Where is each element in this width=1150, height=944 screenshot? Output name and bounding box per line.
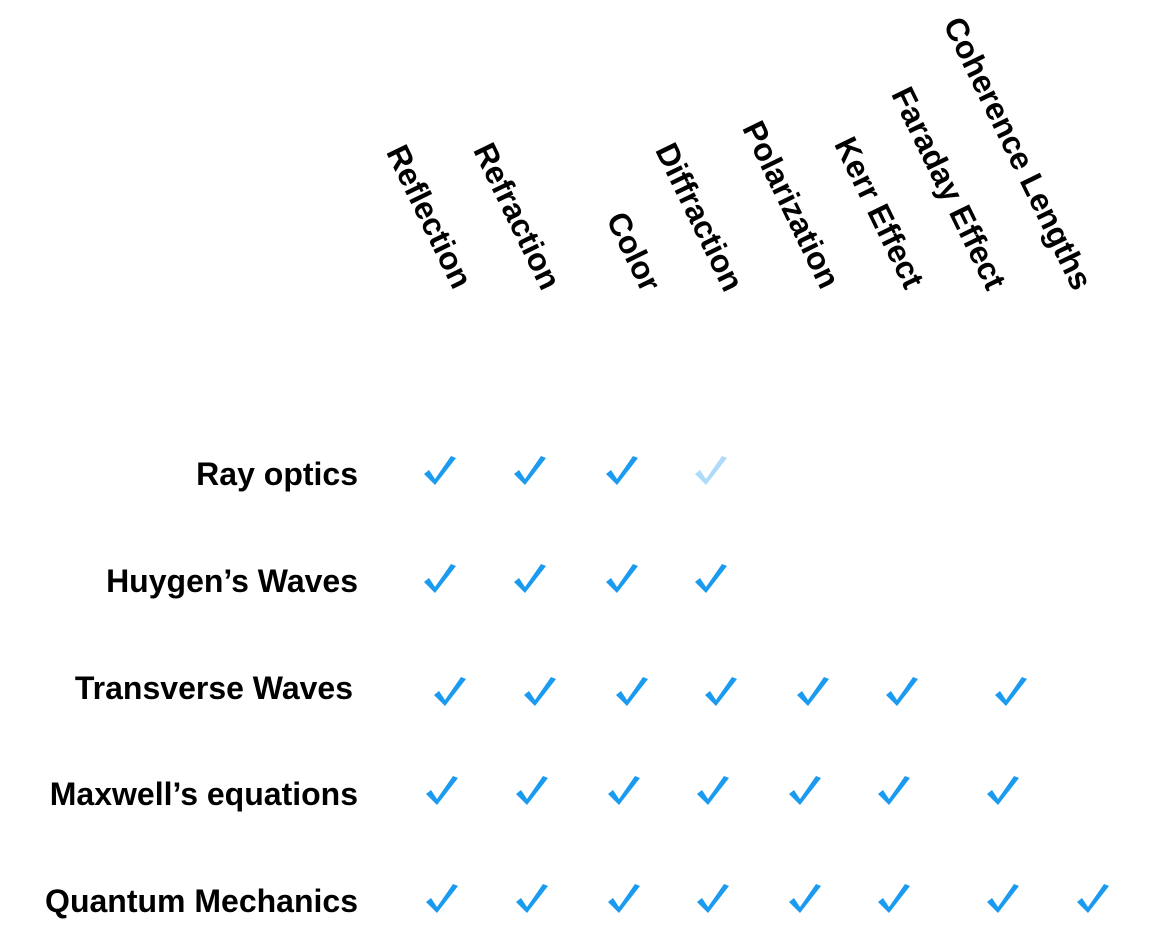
column-header-color: Color	[599, 206, 669, 297]
column-header-diffraction: Diffraction	[648, 137, 751, 297]
checkmark-icon	[520, 673, 560, 713]
checkmark-icon	[422, 772, 462, 812]
checkmark-icon	[701, 673, 741, 713]
checkmark-icon	[420, 560, 460, 600]
column-header-refraction: Refraction	[466, 137, 569, 296]
checkmark-icon	[512, 772, 552, 812]
row-label-huygens-waves: Huygen’s Waves	[106, 563, 358, 599]
checkmark-icon	[693, 880, 733, 920]
checkmark-icon	[612, 673, 652, 713]
checkmark-icon	[1073, 880, 1113, 920]
checkmark-icon	[510, 452, 550, 492]
checkmark-icon	[422, 880, 462, 920]
checkmark-icon	[512, 880, 552, 920]
checkmark-icon	[793, 673, 833, 713]
checkmark-icon	[691, 560, 731, 600]
checkmark-icon	[604, 772, 644, 812]
column-header-polarization: Polarization	[735, 115, 848, 294]
checkmark-icon	[420, 452, 460, 492]
row-label-quantum-mechanics: Quantum Mechanics	[45, 883, 358, 919]
column-header-reflection: Reflection	[379, 139, 480, 294]
checkmark-icon	[602, 452, 642, 492]
checkmark-icon	[983, 772, 1023, 812]
checkmark-icon	[874, 880, 914, 920]
checkmark-icon	[785, 880, 825, 920]
checkmark-icon	[983, 880, 1023, 920]
checkmark-icon	[785, 772, 825, 812]
checkmark-icon	[691, 452, 731, 492]
row-label-ray-optics: Ray optics	[196, 456, 358, 492]
checkmark-icon	[604, 880, 644, 920]
checkmark-icon	[991, 673, 1031, 713]
row-label-maxwells-equations: Maxwell’s equations	[49, 776, 358, 812]
checkmark-icon	[510, 560, 550, 600]
checkmark-icon	[874, 772, 914, 812]
checkmark-icon	[882, 673, 922, 713]
checkmark-icon	[602, 560, 642, 600]
checkmark-icon	[430, 673, 470, 713]
row-label-transverse-waves: Transverse Waves	[74, 670, 353, 706]
checkmark-icon	[693, 772, 733, 812]
